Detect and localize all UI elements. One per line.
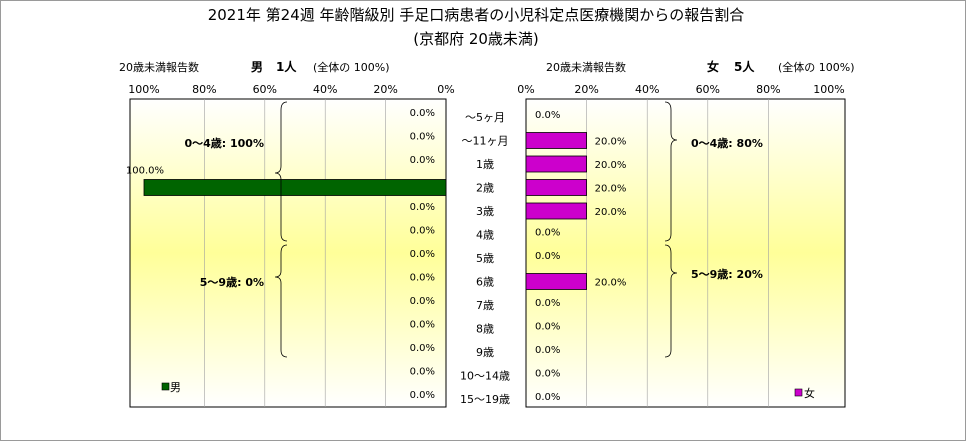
category-label: 3歳: [476, 205, 494, 218]
female-value-label: 20.0%: [595, 160, 627, 171]
category-label: 8歳: [476, 323, 494, 336]
female-legend-swatch: [794, 388, 803, 397]
category-label: 15～19歳: [460, 393, 510, 406]
female-value-label: 0.0%: [535, 392, 560, 403]
male-tick-label: 60%: [253, 83, 277, 96]
male-tick-label: 40%: [313, 83, 337, 96]
female-tick-label: 60%: [696, 83, 720, 96]
male-bar: [143, 179, 447, 196]
female-value-label: 20.0%: [595, 207, 627, 218]
female-brace-0-4: [664, 101, 678, 242]
female-value-label: 20.0%: [595, 278, 627, 289]
female-brace-5-9: [664, 244, 678, 358]
male-group-label-5-9: 5～9歳: 0%: [200, 275, 264, 289]
female-header-total: (全体の 100%): [778, 60, 855, 74]
male-plot-area: [129, 98, 447, 408]
female-axis-label: 20歳未満報告数: [546, 61, 626, 74]
male-group-label-0-4: 0～4歳: 100%: [184, 136, 264, 150]
female-group-label-0-4: 0～4歳: 80%: [691, 136, 763, 150]
male-value-label: 0.0%: [410, 226, 435, 237]
male-value-label: 0.0%: [410, 320, 435, 331]
male-tick-label: 80%: [192, 83, 216, 96]
category-label: 7歳: [476, 299, 494, 312]
female-bar: [525, 132, 587, 149]
male-legend-label: 男: [170, 381, 181, 394]
male-value-label: 0.0%: [410, 108, 435, 119]
male-value-label: 0.0%: [410, 343, 435, 354]
chart-title-line2: (京都府 20歳未満): [413, 30, 539, 48]
male-header-count: 1人: [276, 59, 297, 74]
female-value-label: 0.0%: [535, 345, 560, 356]
male-value-label: 0.0%: [410, 202, 435, 213]
male-brace-0-4: [274, 101, 288, 242]
female-value-label: 0.0%: [535, 110, 560, 121]
male-header-sex: 男: [251, 60, 263, 74]
male-value-label: 100.0%: [126, 166, 164, 177]
female-header-sex: 女: [707, 59, 719, 74]
female-tick-label: 0%: [517, 83, 534, 96]
category-label: 5歳: [476, 252, 494, 265]
female-value-label: 0.0%: [535, 251, 560, 262]
female-bar: [525, 179, 587, 196]
male-value-label: 0.0%: [410, 155, 435, 166]
female-value-label: 20.0%: [595, 184, 627, 195]
male-value-label: 0.0%: [410, 132, 435, 143]
male-value-label: 0.0%: [410, 390, 435, 401]
male-tick-label: 100%: [128, 83, 159, 96]
male-brace-5-9: [274, 244, 288, 358]
male-axis-label: 20歳未満報告数: [119, 61, 199, 74]
chart-title-line1: 2021年 第24週 年齢階級別 手足口病患者の小児科定点医療機関からの報告割合: [208, 6, 745, 24]
category-label: ～5ヶ月: [465, 111, 505, 124]
category-label: ～11ヶ月: [462, 135, 509, 148]
category-label: 6歳: [476, 276, 494, 289]
female-value-label: 0.0%: [535, 298, 560, 309]
male-legend-swatch: [161, 382, 170, 391]
female-tick-label: 20%: [574, 83, 598, 96]
female-tick-label: 80%: [756, 83, 780, 96]
category-label: 4歳: [476, 229, 494, 242]
male-tick-label: 0%: [437, 83, 454, 96]
male-header-total: (全体の 100%): [313, 60, 390, 74]
male-value-label: 0.0%: [410, 273, 435, 284]
female-group-label-5-9: 5～9歳: 20%: [691, 267, 763, 281]
male-value-label: 0.0%: [410, 367, 435, 378]
female-value-label: 20.0%: [595, 137, 627, 148]
female-bar: [525, 202, 587, 220]
female-tick-label: 40%: [635, 83, 659, 96]
male-value-label: 0.0%: [410, 296, 435, 307]
female-tick-label: 100%: [813, 83, 844, 96]
female-plot-area: [525, 98, 846, 408]
male-value-label: 0.0%: [410, 249, 435, 260]
category-label: 9歳: [476, 346, 494, 359]
female-value-label: 0.0%: [535, 228, 560, 239]
female-header-count: 5人: [734, 59, 755, 74]
female-bar: [525, 273, 587, 290]
male-tick-label: 20%: [373, 83, 397, 96]
female-value-label: 0.0%: [535, 322, 560, 333]
category-label: 1歳: [476, 158, 494, 171]
female-bar: [525, 155, 587, 173]
female-legend-label: 女: [804, 386, 815, 400]
category-label: 2歳: [476, 182, 494, 195]
female-value-label: 0.0%: [535, 369, 560, 380]
category-label: 10～14歳: [460, 370, 510, 383]
